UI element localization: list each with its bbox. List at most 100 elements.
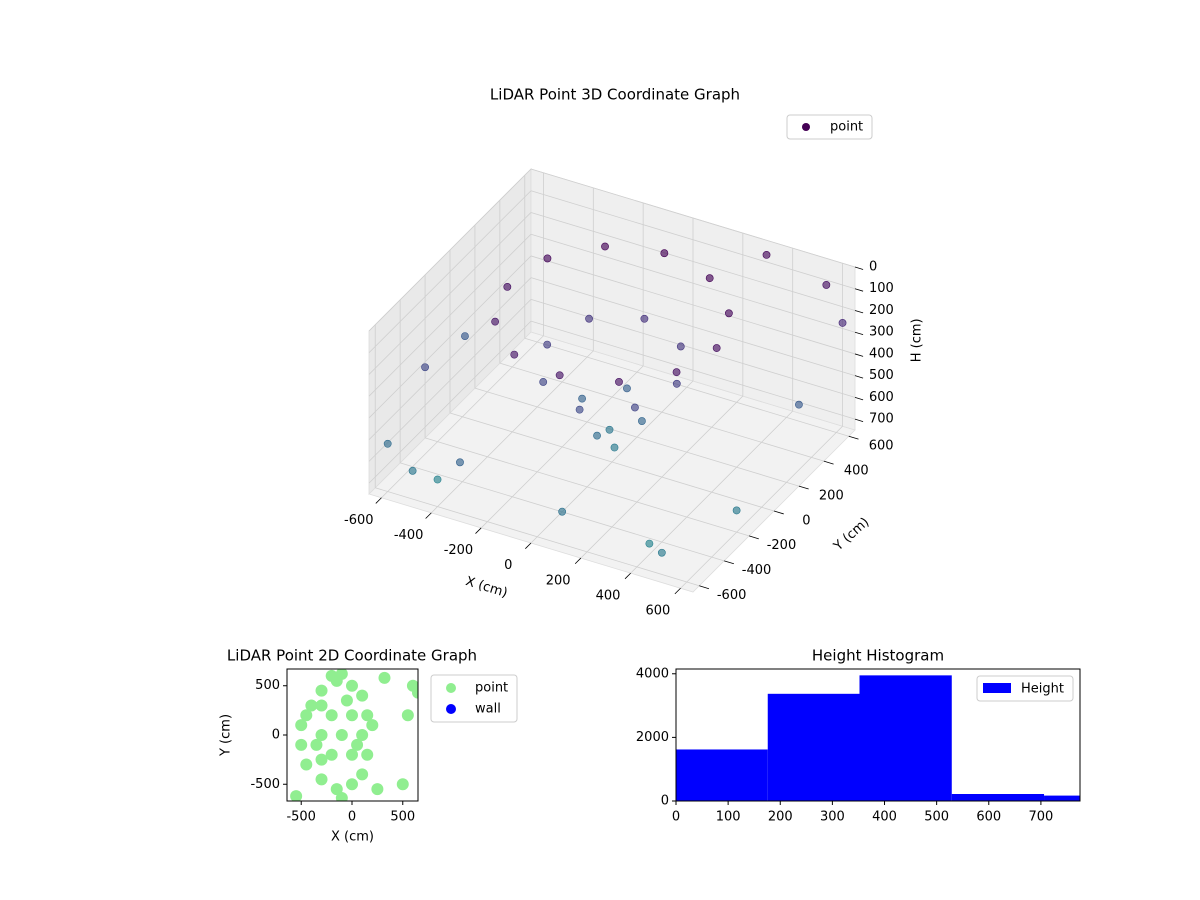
legend-marker [446, 704, 456, 714]
x-tick-label: 600 [645, 603, 670, 618]
point [330, 783, 343, 796]
legend-marker [802, 123, 810, 131]
y-tick-label: -400 [742, 563, 772, 578]
z-tick-label: 600 [869, 390, 894, 405]
point [356, 729, 369, 741]
y-tick [848, 435, 859, 440]
z-tick [854, 418, 864, 422]
plot-area [676, 675, 1080, 801]
grid-line [449, 412, 775, 512]
grid-line [368, 190, 532, 354]
z-tick-label: 300 [869, 325, 894, 340]
y-tick-label: 600 [869, 439, 894, 454]
z-tick [854, 353, 864, 357]
legend-box [430, 674, 518, 723]
grid-line [524, 337, 849, 437]
x-tick-label: 0 [504, 558, 512, 573]
point [503, 282, 512, 291]
chart-title: LiDAR Point 2D Coordinate Graph [227, 647, 477, 665]
y-tick-label: -500 [250, 777, 280, 792]
x-tick-label: 500 [924, 810, 949, 825]
chart-title: Height Histogram [812, 647, 944, 665]
legend-label: point [830, 120, 863, 135]
grid-line [499, 362, 824, 462]
grid-line [368, 255, 532, 419]
x-tick-label: 600 [976, 810, 1001, 825]
point [305, 699, 318, 712]
x-tick-label: -600 [344, 513, 374, 528]
y-tick [773, 510, 784, 515]
point [838, 319, 847, 327]
z-tick [854, 310, 864, 314]
point [340, 694, 353, 707]
bar [1044, 795, 1080, 801]
z-tick [854, 397, 864, 401]
point [433, 475, 442, 484]
point [491, 317, 500, 326]
point [412, 686, 418, 699]
x-tick-label: -200 [444, 543, 474, 558]
point [361, 748, 374, 761]
point [345, 709, 358, 722]
point [300, 709, 313, 722]
grid-line [530, 299, 856, 398]
y-tick-label: 400 [844, 463, 869, 478]
point [371, 783, 384, 796]
point [315, 773, 328, 786]
x-tick-label: 200 [546, 573, 571, 588]
point [724, 309, 733, 318]
x-tick-label: 500 [390, 810, 415, 825]
grid-line [368, 212, 532, 375]
point [762, 251, 771, 259]
y-tick-label: 4000 [636, 666, 669, 681]
x-tick [375, 497, 382, 504]
x-tick [674, 587, 681, 595]
point [366, 719, 379, 732]
x-tick [525, 542, 532, 549]
legend-swatch [983, 683, 1011, 693]
point [555, 371, 564, 380]
point [315, 684, 328, 697]
point [345, 748, 358, 761]
y-tick [724, 560, 734, 565]
y-tick [798, 485, 809, 490]
x-tick-label: -500 [286, 810, 316, 825]
plot-area [290, 669, 418, 801]
x-tick-label: -400 [394, 528, 424, 543]
legend-label: point [475, 681, 508, 696]
point [605, 425, 614, 434]
grid-line [368, 320, 532, 484]
point [623, 384, 631, 393]
point [610, 443, 619, 452]
y-tick-label: 0 [802, 513, 810, 528]
y-tick-label: 500 [255, 678, 280, 693]
y-tick-label: 0 [272, 728, 280, 743]
z-tick [854, 375, 864, 379]
point [539, 378, 548, 386]
point [657, 548, 666, 557]
grid-line [530, 168, 856, 268]
grid-line [474, 387, 800, 487]
x-tick-label: 400 [872, 810, 897, 825]
point [310, 738, 323, 751]
z-tick-label: 500 [869, 368, 894, 383]
point [383, 439, 392, 448]
point [335, 669, 348, 680]
grid-line [368, 277, 532, 440]
point [351, 738, 364, 751]
point [325, 669, 338, 682]
point [510, 350, 519, 359]
point [638, 417, 646, 425]
point [290, 790, 303, 801]
axes-frame [675, 668, 1081, 802]
bar [676, 749, 768, 801]
bar [859, 675, 952, 801]
y-tick-label: -600 [717, 588, 747, 603]
y-tick [823, 460, 834, 465]
x-tick [475, 527, 482, 534]
point [558, 507, 567, 516]
chart-title: LiDAR Point 3D Coordinate Graph [490, 86, 740, 104]
point [335, 729, 348, 741]
point [795, 400, 803, 409]
point [356, 689, 369, 702]
